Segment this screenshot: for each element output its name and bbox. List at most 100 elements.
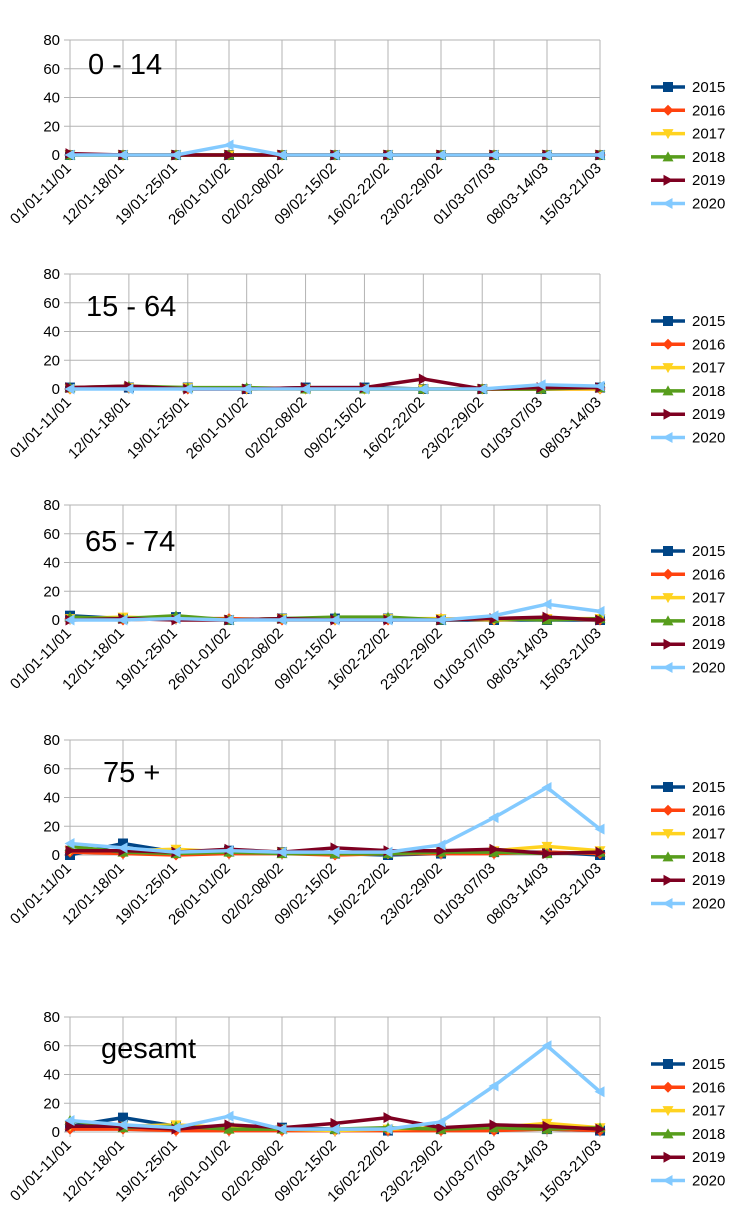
y-tick-label: 20 <box>43 818 60 835</box>
chart-title: gesamt <box>101 1033 196 1065</box>
data-point-2020 <box>276 846 287 858</box>
data-point-2020 <box>358 383 369 395</box>
legend-label-2016: 2016 <box>692 1079 725 1096</box>
y-tick-label: 20 <box>43 583 60 600</box>
data-point-2015 <box>118 1112 128 1123</box>
legend-marker-2017 <box>662 363 674 374</box>
y-tick-label: 20 <box>43 352 60 369</box>
data-point-2017 <box>541 841 553 852</box>
y-tick-label: 80 <box>43 266 60 283</box>
data-point-2020 <box>329 846 340 858</box>
data-point-2020 <box>64 1115 75 1126</box>
data-point-2020 <box>488 812 499 824</box>
data-point-2020 <box>182 383 193 395</box>
legend: 2015 2016 2017 2018 2019 2020 <box>651 543 725 677</box>
legend-label-2015: 2015 <box>692 779 725 796</box>
data-point-2019 <box>383 1112 394 1124</box>
data-point-2020 <box>476 383 487 395</box>
data-point-2020 <box>535 379 546 391</box>
y-tick-label: 40 <box>43 324 60 341</box>
legend-marker-2016 <box>662 1081 674 1093</box>
y-tick-label: 20 <box>43 118 60 135</box>
x-tick-label: 19/01-25/01 <box>124 394 193 463</box>
legend-marker-2018 <box>662 851 674 862</box>
legend-marker-2015 <box>663 316 673 326</box>
series-2019 <box>65 373 606 395</box>
data-point-2020 <box>170 1122 181 1134</box>
data-point-2020 <box>541 149 552 161</box>
data-point-2020 <box>329 1123 340 1135</box>
data-point-2020 <box>329 614 340 626</box>
y-tick-label: 0 <box>52 381 60 398</box>
x-tick-label: 26/01-01/02 <box>183 394 252 463</box>
data-point-2019 <box>595 614 606 626</box>
x-tick-label: 01/01-11/01 <box>7 394 75 462</box>
legend-marker-2019 <box>663 1151 674 1163</box>
y-tick-label: 40 <box>43 1067 60 1084</box>
legend-marker-2020 <box>662 1175 673 1186</box>
y-tick-label: 0 <box>52 612 60 629</box>
legend-label-2019: 2019 <box>692 1149 725 1166</box>
data-point-2015 <box>118 838 128 849</box>
legend: 2015 2016 2017 2018 2019 2020 <box>651 1056 725 1190</box>
data-point-2020 <box>170 149 181 161</box>
legend-label-2020: 2020 <box>692 896 725 913</box>
legend-label-2020: 2020 <box>692 660 725 677</box>
y-tick-label: 40 <box>43 790 60 807</box>
legend-label-2017: 2017 <box>692 826 725 843</box>
data-point-2020 <box>223 845 234 857</box>
data-point-2020 <box>594 1086 605 1098</box>
legend-label-2015: 2015 <box>692 1056 725 1073</box>
chart-title: 75 + <box>103 757 160 789</box>
y-tick-label: 80 <box>43 32 60 49</box>
data-point-2020 <box>541 781 552 793</box>
data-point-2019 <box>542 611 553 623</box>
data-point-2020 <box>594 823 605 835</box>
data-point-2020 <box>300 383 311 395</box>
legend-label-2017: 2017 <box>692 1103 725 1120</box>
y-tick-label: 40 <box>43 90 60 107</box>
legend-marker-2016 <box>662 338 674 350</box>
legend-marker-2019 <box>663 174 674 186</box>
data-point-2019 <box>542 1120 553 1132</box>
series-2020 <box>64 1040 605 1135</box>
chart-title: 0 - 14 <box>88 49 162 81</box>
data-point-2020 <box>382 149 393 161</box>
data-point-2020 <box>64 383 75 395</box>
legend-marker-2020 <box>662 432 673 443</box>
data-point-2020 <box>223 1110 234 1122</box>
data-point-2019 <box>436 1122 447 1134</box>
legend-label-2016: 2016 <box>692 336 725 353</box>
y-tick-label: 80 <box>43 497 60 514</box>
y-tick-label: 0 <box>52 1124 60 1141</box>
data-point-2019 <box>542 848 553 860</box>
y-tick-label: 20 <box>43 1095 60 1112</box>
data-point-2020 <box>170 613 181 625</box>
data-point-2019 <box>224 1119 235 1131</box>
series-2020 <box>64 781 605 858</box>
chart-title: 15 - 64 <box>86 291 176 323</box>
legend-marker-2015 <box>663 1059 673 1069</box>
data-point-2019 <box>330 1117 341 1129</box>
y-tick-label: 60 <box>43 295 60 312</box>
legend-label-2016: 2016 <box>692 802 725 819</box>
data-point-2020 <box>123 383 134 395</box>
chart-title: 65 - 74 <box>85 526 175 558</box>
chart-2: 0 20 40 60 80 01/01-11/0112/01-18/0119/01-25/… <box>7 266 725 462</box>
data-point-2019 <box>436 845 447 857</box>
x-tick-label: 01/03-07/03 <box>477 394 546 463</box>
legend-marker-2019 <box>663 638 674 650</box>
data-point-2020 <box>117 149 128 161</box>
data-point-2020 <box>170 846 181 858</box>
series-line-2020 <box>70 382 601 391</box>
legend-marker-2017 <box>662 593 674 604</box>
data-point-2019 <box>418 373 429 385</box>
legend-label-2017: 2017 <box>692 360 725 377</box>
legend-label-2018: 2018 <box>692 849 725 866</box>
legend-marker-2019 <box>663 408 674 420</box>
x-tick-label: 08/03-14/03 <box>536 394 605 463</box>
data-point-2020 <box>382 846 393 858</box>
data-point-2020 <box>64 838 75 849</box>
